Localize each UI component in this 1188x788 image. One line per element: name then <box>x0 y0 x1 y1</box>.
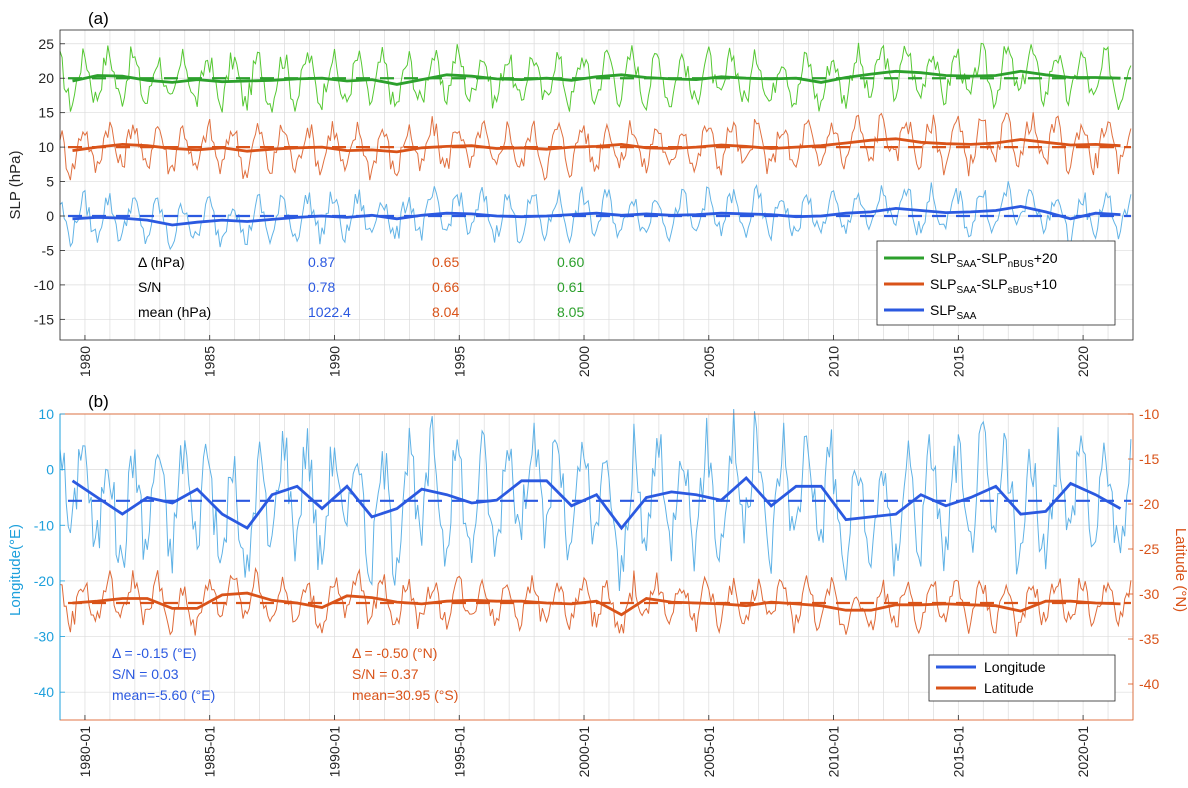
x-tick-label: 2000 <box>576 346 592 377</box>
y2-tick-label: -25 <box>1139 541 1159 557</box>
x-tick-label: 2015 <box>950 346 966 377</box>
x-tick-label: 2005 <box>701 346 717 377</box>
annual-series-line <box>72 69 1121 86</box>
x-tick-label: 2010 <box>826 346 842 377</box>
panel-a-y-ticks: -15 -10 -5 0 5 10 15 20 25 <box>34 36 65 327</box>
panel-b-stats: Δ = -0.15 (°E) S/N = 0.03 mean=-5.60 (°E) Δ… <box>112 645 458 703</box>
panel-a-y-axis-label: SLP (hPa) <box>7 151 24 220</box>
monthly-series-line <box>59 566 1132 637</box>
stats-row-label: S/N <box>138 279 161 295</box>
legend-entry: SLPSAA-SLPsBUS+10 <box>930 276 1057 296</box>
stats-row-label: mean (hPa) <box>138 304 211 320</box>
stats-line: mean=-5.60 (°E) <box>112 687 215 703</box>
panel-b-monthly-series <box>59 408 1132 637</box>
stats-row-label: Δ (hPa) <box>138 254 185 270</box>
monthly-series-line <box>59 42 1132 113</box>
y-tick-label: 10 <box>38 406 54 422</box>
panel-a-annual-series <box>72 69 1121 227</box>
y-tick-label: -15 <box>34 311 54 327</box>
legend-entry: Latitude <box>984 680 1034 696</box>
panel-b-left-axis-label: Longitude(°E) <box>7 524 24 616</box>
legend-entry: SLPSAA-SLPnBUS+20 <box>930 250 1058 270</box>
panel-b-legend: Longitude Latitude <box>928 654 1116 702</box>
x-tick-label: 2005-01 <box>701 726 717 778</box>
x-tick-label: 1980 <box>77 346 93 377</box>
annual-series-line <box>71 476 1122 531</box>
panel-b: -40 -30 -20 -10 0 10 -40 -35 -30 -25 -20 -15 -10 19… <box>7 392 1188 777</box>
y-tick-label: 20 <box>38 70 54 86</box>
y-tick-label: 0 <box>46 462 54 478</box>
stats-value: 0.78 <box>308 279 335 295</box>
stats-line: S/N = 0.03 <box>112 666 179 682</box>
annual-series-line <box>72 204 1121 227</box>
panel-b-x-ticks: 1980-01 1985-01 1990-01 1995-01 2000-01 2005-… <box>77 715 1091 777</box>
y-tick-label: -5 <box>42 242 55 258</box>
legend-box <box>928 654 1116 702</box>
y-tick-label: -10 <box>34 277 54 293</box>
panel-b-annual-series <box>71 476 1122 617</box>
panel-a-label: (a) <box>88 9 109 28</box>
stats-line: Δ = -0.50 (°N) <box>352 645 437 661</box>
stats-line: mean=30.95 (°S) <box>352 687 458 703</box>
x-tick-label: 2020-01 <box>1075 726 1091 778</box>
y2-tick-label: -40 <box>1139 676 1159 692</box>
stats-value: 8.04 <box>432 304 459 320</box>
panel-a-stats: Δ (hPa) S/N mean (hPa) 0.87 0.78 1022.4 0.65 0.… <box>138 254 584 320</box>
x-tick-label: 1985 <box>202 346 218 377</box>
stats-line: Δ = -0.15 (°E) <box>112 645 197 661</box>
x-tick-label: 1995-01 <box>451 726 467 778</box>
y2-tick-label: -20 <box>1139 496 1159 512</box>
panel-a: -15 -10 -5 0 5 10 15 20 25 1980 1985 1990 1995 2000 2… <box>7 9 1134 377</box>
x-tick-label: 1980-01 <box>77 726 93 778</box>
y-tick-label: 15 <box>38 105 54 121</box>
y2-tick-label: -10 <box>1139 406 1159 422</box>
y-tick-label: -20 <box>34 573 54 589</box>
stats-line: S/N = 0.37 <box>352 666 419 682</box>
panel-a-legend: SLPSAA-SLPnBUS+20 SLPSAA-SLPsBUS+10 SLPSAA <box>876 240 1116 326</box>
legend-entry: SLPSAA <box>930 302 977 322</box>
y2-tick-label: -15 <box>1139 451 1159 467</box>
stats-value: 1022.4 <box>308 304 351 320</box>
y2-tick-label: -35 <box>1139 631 1159 647</box>
y-tick-label: 10 <box>38 139 54 155</box>
stats-value: 0.65 <box>432 254 459 270</box>
panel-a-x-ticks: 1980 1985 1990 1995 2000 2005 2010 2015 2020 <box>77 335 1091 377</box>
monthly-series-line <box>59 112 1132 181</box>
stats-value: 0.66 <box>432 279 459 295</box>
panel-b-right-axis-label: Latitude (°N) <box>1172 528 1188 612</box>
annual-series-line <box>72 137 1121 154</box>
y-tick-label: 5 <box>46 174 54 190</box>
stats-value: 0.60 <box>557 254 584 270</box>
annual-series-line <box>72 591 1121 617</box>
panel-b-right-y-ticks: -40 -35 -30 -25 -20 -15 -10 <box>1128 406 1159 692</box>
panel-b-left-y-ticks: -40 -30 -20 -10 0 10 <box>34 406 65 720</box>
x-tick-label: 1990-01 <box>326 726 342 778</box>
y-tick-label: -10 <box>34 517 54 533</box>
panel-b-label: (b) <box>88 392 109 411</box>
x-tick-label: 2000-01 <box>576 726 592 778</box>
y2-tick-label: -30 <box>1139 586 1159 602</box>
legend-entry: Longitude <box>984 659 1046 675</box>
panel-a-frame <box>59 29 1134 341</box>
y-tick-label: 25 <box>38 36 54 52</box>
x-tick-label: 1990 <box>326 346 342 377</box>
stats-value: 8.05 <box>557 304 584 320</box>
y-tick-label: 0 <box>46 208 54 224</box>
x-tick-label: 1995 <box>451 346 467 377</box>
x-tick-label: 2015-01 <box>950 726 966 778</box>
x-tick-label: 2020 <box>1075 346 1091 377</box>
stats-value: 0.87 <box>308 254 335 270</box>
x-tick-label: 1985-01 <box>202 726 218 778</box>
monthly-series-line <box>59 408 1132 592</box>
y-tick-label: -30 <box>34 629 54 645</box>
x-tick-label: 2010-01 <box>826 726 842 778</box>
y-tick-label: -40 <box>34 684 54 700</box>
stats-value: 0.61 <box>557 279 584 295</box>
